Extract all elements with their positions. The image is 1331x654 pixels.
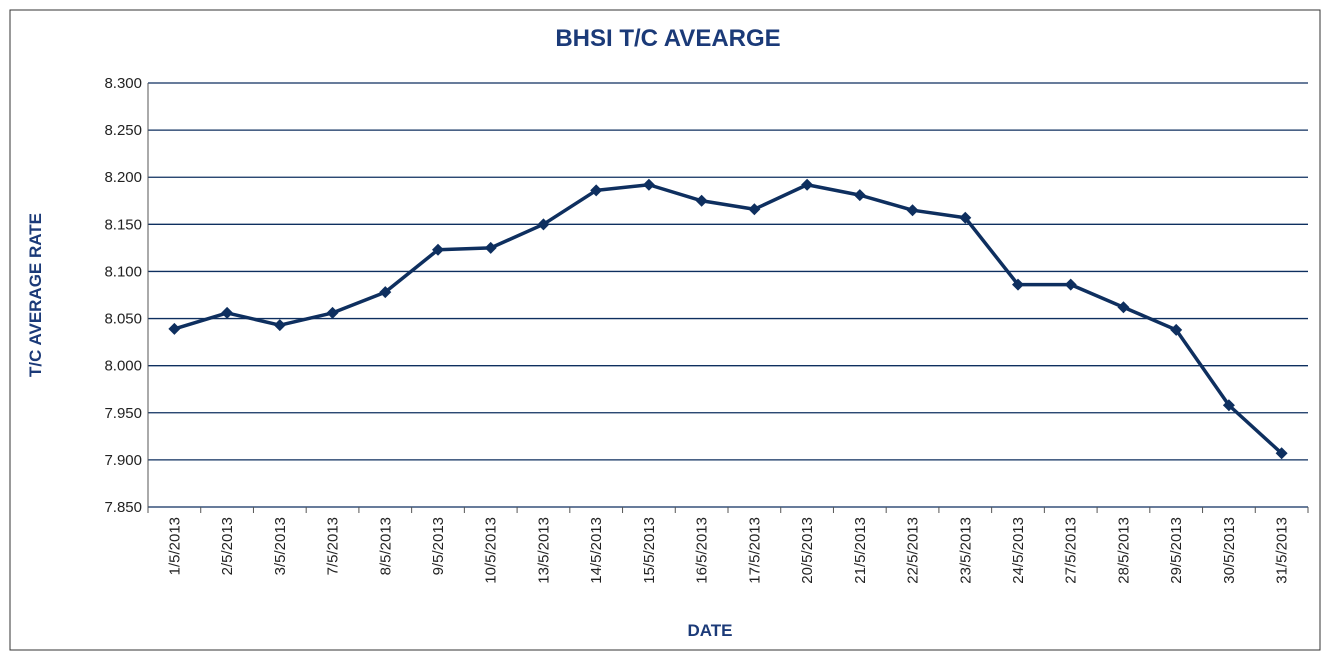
x-tick-label: 10/5/2013 — [483, 517, 500, 584]
x-tick-label: 13/5/2013 — [535, 517, 552, 584]
x-tick-label: 1/5/2013 — [166, 517, 183, 575]
x-tick-label: 27/5/2013 — [1063, 517, 1080, 584]
x-tick-label: 31/5/2013 — [1274, 517, 1291, 584]
x-tick-label: 14/5/2013 — [588, 517, 605, 584]
data-point — [696, 195, 708, 207]
y-tick-label: 8.050 — [104, 311, 142, 328]
y-tick-label: 7.900 — [104, 452, 142, 469]
x-tick-label: 20/5/2013 — [799, 517, 816, 584]
x-tick-label: 29/5/2013 — [1168, 517, 1185, 584]
data-point — [221, 307, 233, 319]
x-tick-label: 15/5/2013 — [641, 517, 658, 584]
x-tick-label: 3/5/2013 — [272, 517, 289, 575]
x-tick-label: 16/5/2013 — [694, 517, 711, 584]
y-axis-title: T/C AVERAGE RATE — [26, 213, 45, 377]
data-point — [1065, 279, 1077, 291]
y-tick-label: 7.950 — [104, 405, 142, 422]
chart: BHSI T/C AVEARGE DATE T/C AVERAGE RATE 7… — [0, 0, 1331, 654]
data-point — [748, 203, 760, 215]
y-tick-label: 7.850 — [104, 499, 142, 516]
data-point — [327, 307, 339, 319]
x-tick-label: 21/5/2013 — [852, 517, 869, 584]
y-tick-label: 8.150 — [104, 216, 142, 233]
y-tick-label: 8.300 — [104, 75, 142, 92]
y-tick-label: 8.000 — [104, 358, 142, 375]
x-tick-label: 30/5/2013 — [1221, 517, 1238, 584]
chart-title: BHSI T/C AVEARGE — [555, 25, 780, 52]
x-axis-title: DATE — [687, 621, 732, 640]
x-tick-label: 2/5/2013 — [219, 517, 236, 575]
data-point — [485, 242, 497, 254]
data-point — [274, 319, 286, 331]
data-point — [801, 179, 813, 191]
x-tick-label: 17/5/2013 — [746, 517, 763, 584]
data-point — [168, 323, 180, 335]
data-point — [1117, 301, 1129, 313]
data-point — [854, 189, 866, 201]
data-point — [643, 179, 655, 191]
y-tick-label: 8.100 — [104, 263, 142, 280]
x-tick-label: 24/5/2013 — [1010, 517, 1027, 584]
x-tick-label: 22/5/2013 — [905, 517, 922, 584]
data-point — [907, 204, 919, 216]
x-tick-label: 7/5/2013 — [325, 517, 342, 575]
y-tick-label: 8.200 — [104, 169, 142, 186]
y-tick-label: 8.250 — [104, 122, 142, 139]
x-tick-label: 9/5/2013 — [430, 517, 447, 575]
x-tick-label: 23/5/2013 — [957, 517, 974, 584]
x-tick-label: 8/5/2013 — [377, 517, 394, 575]
x-tick-label: 28/5/2013 — [1115, 517, 1132, 584]
